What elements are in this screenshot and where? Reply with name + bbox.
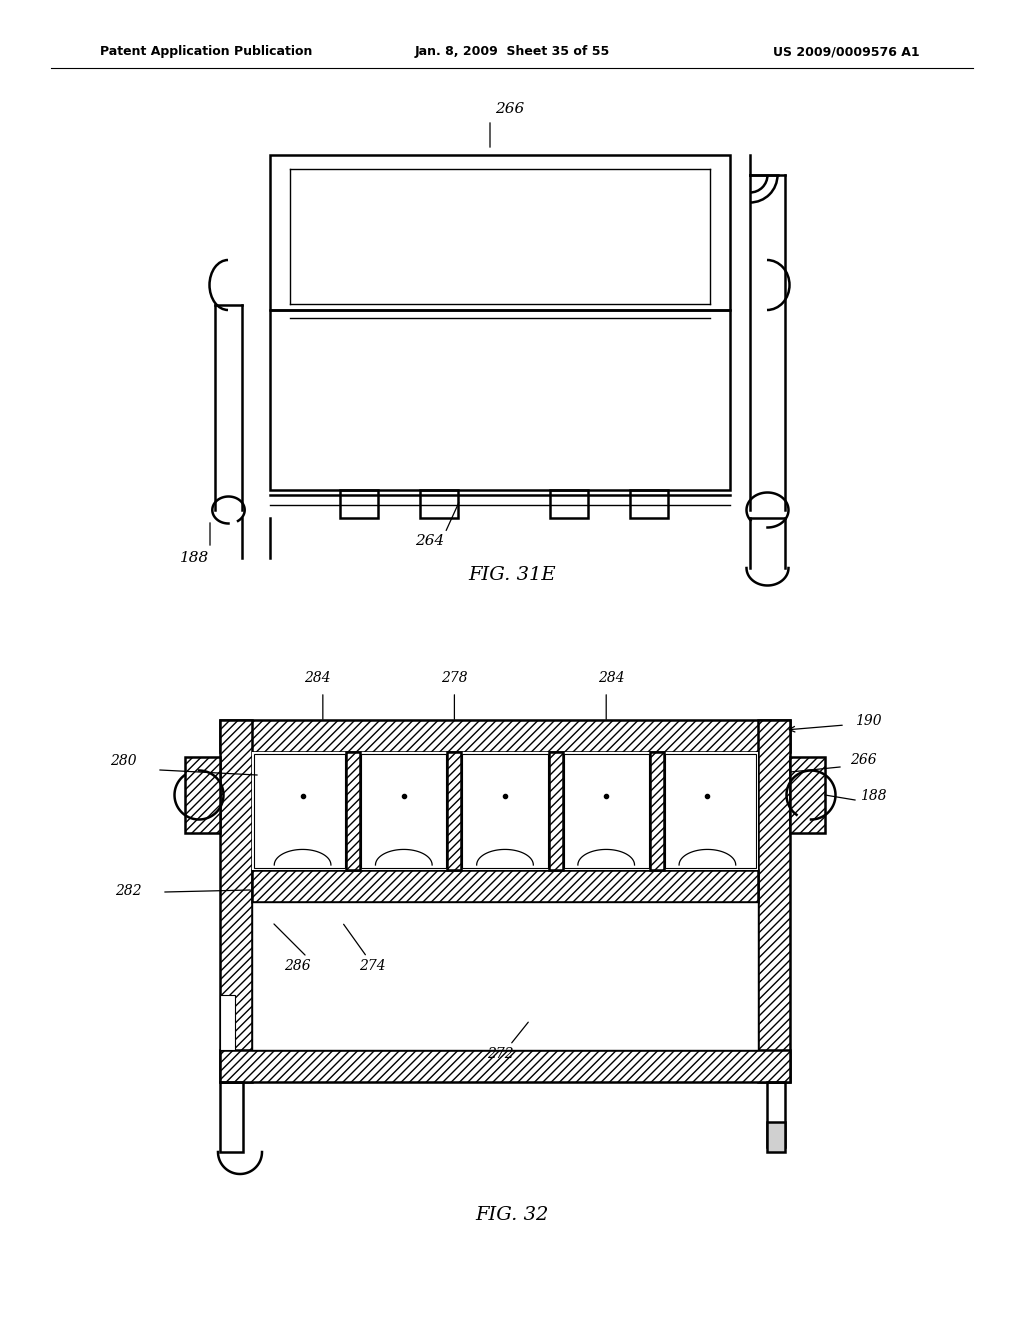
- Bar: [767, 1082, 785, 1147]
- Bar: [252, 870, 758, 902]
- Text: 264: 264: [416, 535, 444, 548]
- Bar: [549, 752, 562, 870]
- Text: Jan. 8, 2009  Sheet 35 of 55: Jan. 8, 2009 Sheet 35 of 55: [415, 45, 609, 58]
- Text: 286: 286: [284, 960, 310, 973]
- Bar: [447, 752, 462, 870]
- Text: 278: 278: [441, 671, 468, 685]
- Text: 282: 282: [115, 884, 141, 898]
- Text: FIG. 31E: FIG. 31E: [468, 566, 556, 583]
- Bar: [220, 1049, 790, 1082]
- Bar: [220, 719, 252, 1082]
- Bar: [220, 719, 790, 752]
- Text: 188: 188: [180, 550, 210, 565]
- Bar: [463, 754, 548, 869]
- Bar: [346, 752, 360, 870]
- Bar: [650, 752, 664, 870]
- Text: 280: 280: [110, 754, 136, 768]
- Text: 190: 190: [855, 714, 882, 729]
- Text: 272: 272: [486, 1047, 513, 1061]
- Bar: [270, 154, 730, 310]
- Bar: [650, 752, 664, 870]
- Text: Patent Application Publication: Patent Application Publication: [100, 45, 312, 58]
- Bar: [220, 995, 234, 1049]
- Text: US 2009/0009576 A1: US 2009/0009576 A1: [773, 45, 920, 58]
- Bar: [220, 719, 252, 1082]
- Text: 284: 284: [598, 671, 625, 685]
- Bar: [630, 490, 668, 517]
- Bar: [340, 490, 378, 517]
- Bar: [665, 754, 756, 869]
- Bar: [254, 754, 345, 869]
- Bar: [447, 752, 462, 870]
- Bar: [361, 754, 446, 869]
- Text: 274: 274: [358, 960, 385, 973]
- Bar: [252, 870, 758, 902]
- Bar: [252, 752, 758, 870]
- Text: 266: 266: [850, 752, 877, 767]
- Bar: [185, 756, 220, 833]
- Text: 188: 188: [860, 789, 887, 803]
- Bar: [420, 490, 458, 517]
- Bar: [346, 752, 360, 870]
- Bar: [767, 1122, 785, 1152]
- Bar: [252, 902, 758, 1049]
- Bar: [563, 754, 649, 869]
- Bar: [790, 756, 825, 833]
- Bar: [550, 490, 588, 517]
- Bar: [758, 719, 790, 1082]
- Bar: [790, 756, 825, 833]
- Bar: [185, 756, 220, 833]
- Bar: [220, 1082, 243, 1152]
- Bar: [758, 719, 790, 1082]
- Bar: [549, 752, 562, 870]
- Bar: [270, 310, 730, 490]
- Bar: [220, 1049, 790, 1082]
- Text: 284: 284: [304, 671, 331, 685]
- Bar: [220, 719, 790, 752]
- Text: 266: 266: [496, 102, 524, 116]
- Text: FIG. 32: FIG. 32: [475, 1206, 549, 1224]
